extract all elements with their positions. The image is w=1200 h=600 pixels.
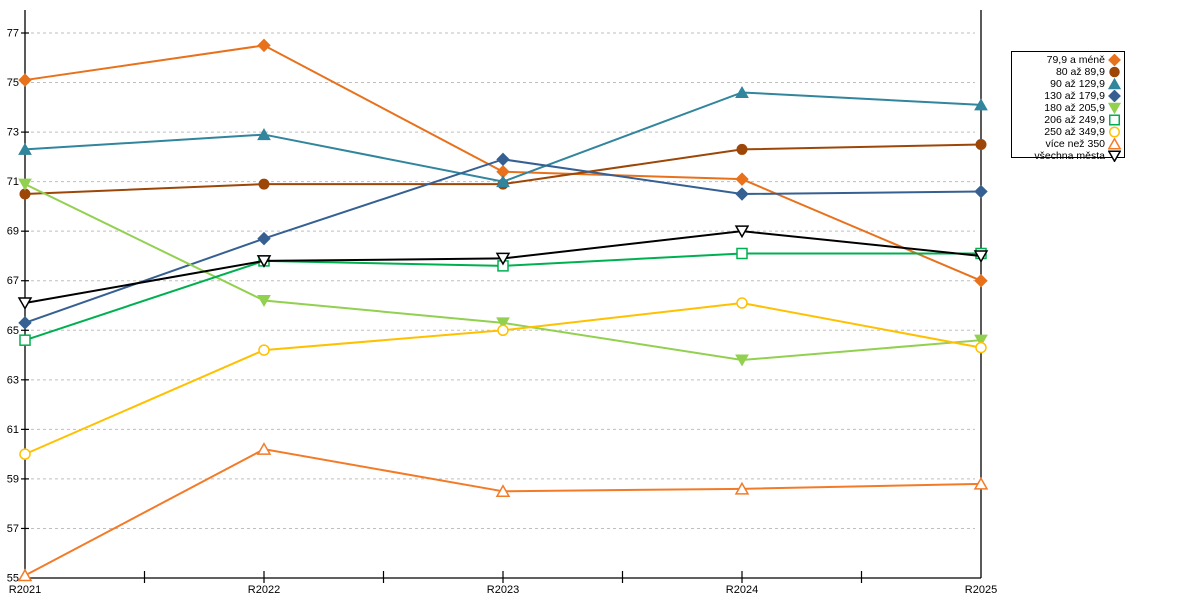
- y-axis-tick-label: 61: [7, 424, 19, 436]
- data-point-marker: [257, 38, 271, 53]
- data-point-marker: [18, 73, 32, 87]
- data-point-marker: [736, 297, 748, 309]
- legend-marker-icon: [1108, 78, 1121, 90]
- legend-item: 79,9 a méně: [1014, 54, 1121, 66]
- data-point-marker: [256, 255, 272, 268]
- data-point-marker: [19, 448, 31, 460]
- data-point-marker: [497, 324, 509, 337]
- data-point-marker: [496, 175, 510, 188]
- y-axis-tick-label: 75: [7, 77, 19, 89]
- x-axis-tick-label: R2023: [487, 584, 519, 596]
- legend-item: 250 až 349,9: [1014, 126, 1121, 138]
- data-point-marker: [975, 341, 987, 354]
- y-axis-tick-label: 63: [7, 374, 19, 386]
- y-axis-tick-label: 55: [7, 573, 19, 585]
- data-point-marker: [974, 98, 988, 111]
- data-point-marker: [257, 295, 271, 308]
- data-point-marker: [17, 297, 33, 311]
- data-point-marker: [495, 252, 511, 266]
- y-axis-tick-label: 71: [7, 176, 19, 188]
- legend-item: 90 až 129,9: [1014, 78, 1121, 90]
- x-axis-tick-label: R2024: [726, 584, 758, 596]
- y-axis-tick-label: 65: [7, 325, 19, 337]
- y-axis-tick-label: 69: [7, 226, 19, 238]
- legend-marker-icon: [1108, 150, 1121, 162]
- legend-item: 80 až 89,9: [1014, 66, 1121, 78]
- y-axis-tick-label: 57: [7, 523, 19, 535]
- legend-marker-icon: [1109, 126, 1120, 138]
- y-axis-tick-label: 73: [7, 127, 19, 139]
- data-point-marker: [1108, 54, 1121, 66]
- legend-item-label: 80 až 89,9: [1055, 65, 1105, 78]
- legend-item: více než 350: [1014, 138, 1121, 150]
- data-point-marker: [735, 172, 749, 186]
- series-line: [24, 448, 982, 577]
- data-point-marker: [973, 476, 989, 490]
- legend-marker-icon: [1108, 102, 1121, 114]
- legend-item-label: více než 350: [1045, 137, 1105, 150]
- data-point-marker: [734, 481, 750, 495]
- legend-item: 206 až 249,9: [1014, 114, 1121, 126]
- data-point-marker: [736, 143, 748, 155]
- data-point-marker: [1108, 90, 1121, 102]
- legend-marker-icon: [1108, 90, 1121, 102]
- data-point-marker: [736, 247, 748, 260]
- data-point-marker: [735, 85, 749, 98]
- data-point-marker: [735, 354, 749, 367]
- data-point-marker: [974, 184, 988, 199]
- legend-item-label: 90 až 129,9: [1050, 77, 1105, 90]
- legend-item: 130 až 179,9: [1014, 90, 1121, 102]
- data-point-marker: [258, 178, 270, 190]
- legend-item: 180 až 205,9: [1014, 102, 1121, 114]
- data-point-marker: [1109, 114, 1120, 126]
- legend-item-label: 79,9 a méně: [1046, 53, 1105, 66]
- data-point-marker: [1108, 102, 1121, 114]
- chart-legend: 79,9 a méně 80 až 89,9 90 až 129,9 130 až 1…: [1011, 51, 1125, 162]
- data-point-marker: [495, 484, 511, 498]
- y-axis-tick-label: 77: [7, 28, 19, 40]
- data-point-marker: [735, 187, 749, 201]
- data-point-marker: [496, 152, 510, 167]
- data-point-marker: [1108, 78, 1121, 90]
- legend-item: všechna města: [1014, 150, 1121, 162]
- data-point-marker: [1108, 138, 1121, 150]
- data-point-marker: [1109, 126, 1120, 138]
- legend-item-label: 250 až 349,9: [1044, 125, 1105, 138]
- data-point-marker: [17, 568, 33, 582]
- y-axis-tick-label: 67: [7, 275, 19, 287]
- data-point-marker: [257, 128, 271, 141]
- data-point-marker: [257, 231, 271, 246]
- legend-item-label: všechna města: [1034, 149, 1105, 162]
- legend-item-label: 180 až 205,9: [1044, 101, 1105, 114]
- legend-marker-icon: [1109, 114, 1120, 126]
- data-point-marker: [975, 138, 987, 150]
- data-point-marker: [974, 274, 988, 288]
- data-point-marker: [1108, 150, 1121, 162]
- legend-marker-icon: [1108, 138, 1121, 150]
- data-point-marker: [18, 142, 32, 155]
- data-point-marker: [973, 250, 989, 263]
- legend-marker-icon: [1109, 66, 1120, 78]
- legend-item-label: 130 až 179,9: [1044, 89, 1105, 102]
- data-point-marker: [256, 442, 272, 455]
- x-axis-tick-label: R2025: [965, 584, 997, 596]
- data-point-marker: [1109, 66, 1120, 78]
- data-point-marker: [496, 317, 510, 330]
- data-point-marker: [258, 344, 270, 356]
- data-point-marker: [19, 334, 31, 346]
- x-axis-tick-label: R2021: [9, 584, 41, 596]
- legend-marker-icon: [1108, 54, 1121, 66]
- data-point-marker: [18, 178, 32, 191]
- data-point-marker: [18, 316, 32, 330]
- y-axis-tick-label: 59: [7, 473, 19, 485]
- x-axis-tick-label: R2022: [248, 584, 280, 596]
- data-point-marker: [734, 225, 750, 239]
- legend-item-label: 206 až 249,9: [1044, 113, 1105, 126]
- data-point-marker: [974, 334, 988, 347]
